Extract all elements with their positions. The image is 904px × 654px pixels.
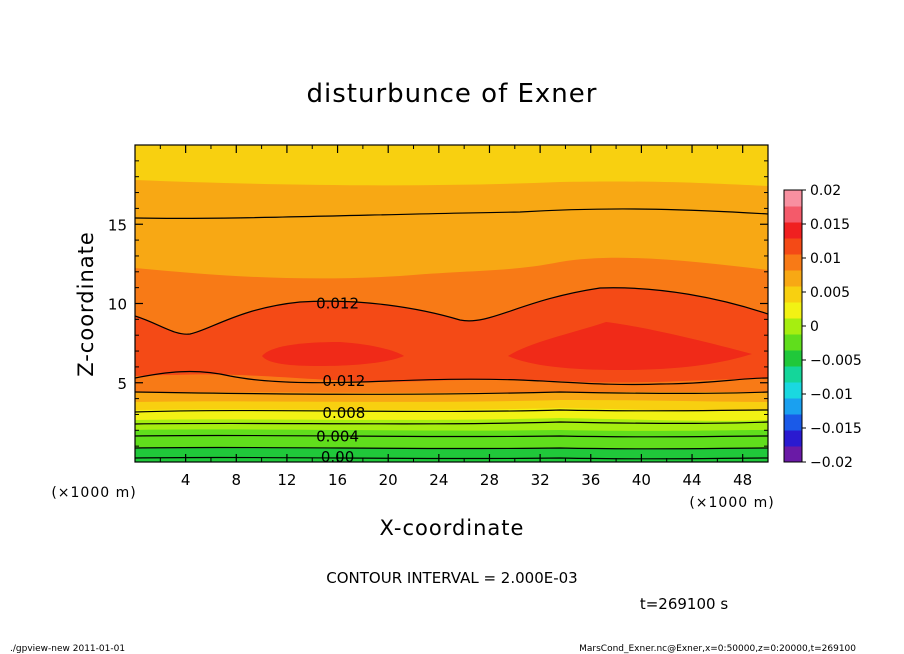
contour-line-012-upper: [135, 287, 768, 335]
colorbar-tick-label: 0.02: [810, 183, 841, 199]
x-tick-label: 16: [328, 471, 347, 489]
colorbar-swatch: [784, 206, 802, 223]
contour-line-012-lower: [135, 370, 768, 386]
contour-line-004: [135, 434, 768, 438]
colorbar-swatch: [784, 446, 802, 463]
z-axis-ticks: 5 10 15: [108, 160, 768, 447]
contour-line-002: [135, 446, 768, 450]
band-red-core-right: [508, 322, 752, 370]
x-tick-label: 12: [277, 471, 296, 489]
band-red-core-left: [262, 342, 404, 366]
x-tick-label: 24: [429, 471, 448, 489]
colorbar-swatch: [784, 430, 802, 447]
band-green: [135, 447, 768, 462]
footer-right: MarsCond_Exner.nc@Exner,x=0:50000,z=0:20…: [579, 644, 856, 654]
x-axis-ticks: 4 8 12 16 20 24 28 32 36 40 44 48: [159, 145, 752, 489]
chart-title: disturbunce of Exner: [307, 79, 598, 109]
x-tick-label: 32: [531, 471, 550, 489]
colorbar-swatch: [784, 398, 802, 415]
x-axis-label: X-coordinate: [380, 516, 525, 540]
footer-left: ./gpview-new 2011-01-01: [10, 644, 125, 654]
contour-label: 0.008: [322, 404, 365, 422]
contour-label: 0.012: [322, 372, 365, 390]
colorbar-swatch: [784, 302, 802, 319]
x-unit-right: (×1000 m): [689, 495, 774, 511]
colorbar-tick-label: 0.01: [810, 251, 841, 267]
contour-line-upper: [135, 208, 768, 220]
time-text: t=269100 s: [640, 595, 728, 613]
colorbar-swatch: [784, 414, 802, 431]
x-tick-label: 28: [480, 471, 499, 489]
colorbar-swatch: [784, 270, 802, 287]
colorbar-swatch: [784, 366, 802, 383]
contour-label: 0.012: [316, 295, 359, 313]
colorbar-tick-label: 0.015: [810, 217, 850, 233]
colorbar-tick-label: −0.01: [810, 387, 853, 403]
colorbar-swatch: [784, 382, 802, 399]
x-tick-label: 40: [632, 471, 651, 489]
contour-line-000: [135, 456, 768, 460]
colorbar-swatch: [784, 222, 802, 239]
x-unit-left: (×1000 m): [51, 485, 136, 501]
colorbar-swatch: [784, 286, 802, 303]
z-tick-label: 10: [108, 296, 127, 314]
contour-lines: [135, 208, 768, 460]
z-tick-label: 15: [108, 216, 127, 234]
colorbar-swatch: [784, 350, 802, 367]
contour-interval-text: CONTOUR INTERVAL = 2.000E-03: [326, 569, 577, 587]
x-tick-label: 44: [682, 471, 701, 489]
colorbar-swatch: [784, 238, 802, 255]
colorbar-swatch: [784, 254, 802, 271]
colorbar-tick-label: −0.005: [810, 353, 862, 369]
contour-line-010: [135, 391, 768, 395]
colorbar-tick-label: −0.015: [810, 421, 862, 437]
x-tick-label: 48: [733, 471, 752, 489]
colorbar: 0.02 0.015 0.01 0.005 0 −0.005 −0.01 −0.015 −0.0…: [783, 183, 862, 471]
colorbar-swatch: [784, 190, 802, 207]
contour-line-008: [135, 409, 768, 413]
x-tick-label: 8: [232, 471, 242, 489]
contour-line-006: [135, 421, 768, 425]
colorbar-swatch: [784, 318, 802, 335]
colorbar-tick-label: 0.005: [810, 285, 850, 301]
colorbar-tick-label: 0: [810, 319, 819, 335]
x-tick-label: 36: [581, 471, 600, 489]
x-tick-label: 20: [379, 471, 398, 489]
contour-fill: [135, 145, 768, 462]
contour-label: 0.004: [316, 428, 359, 446]
x-tick-label: 4: [181, 471, 191, 489]
z-tick-label: 5: [117, 375, 127, 393]
colorbar-swatch: [784, 334, 802, 351]
z-axis-label: Z-coordinate: [74, 231, 98, 377]
colorbar-tick-label: −0.02: [810, 455, 853, 471]
